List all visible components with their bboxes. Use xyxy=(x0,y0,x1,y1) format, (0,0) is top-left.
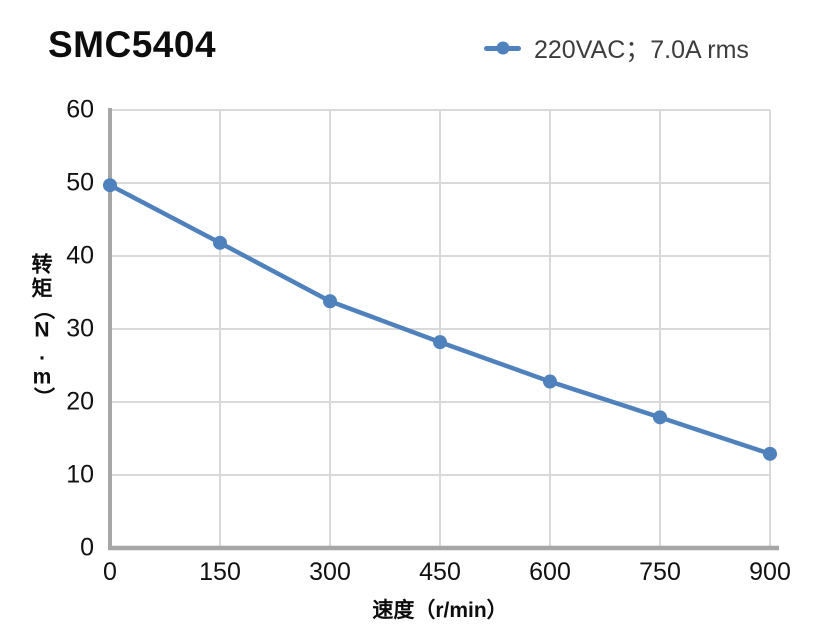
y-tick-label: 60 xyxy=(66,95,94,124)
x-tick-label: 600 xyxy=(529,558,571,586)
y-tick-label: 10 xyxy=(66,460,94,489)
y-axis-title-char: ） xyxy=(30,387,54,409)
x-tick-label: 0 xyxy=(103,558,117,586)
y-tick-label: 30 xyxy=(66,314,94,343)
x-tick-label: 300 xyxy=(309,558,351,586)
x-tick-label: 450 xyxy=(419,558,461,586)
legend-dot-icon xyxy=(496,41,509,55)
data-point-marker xyxy=(763,446,777,461)
y-axis-title-char: N xyxy=(34,318,50,342)
x-tick-label: 150 xyxy=(199,558,241,586)
y-axis-title-char: （ xyxy=(30,298,54,320)
x-axis-title: 速度（r/min） xyxy=(372,599,508,622)
data-point-marker xyxy=(433,335,447,350)
data-point-marker xyxy=(543,374,557,389)
legend-line-marker-icon xyxy=(484,41,521,55)
chart-title: SMC5404 xyxy=(48,24,217,65)
data-point-marker xyxy=(213,235,227,250)
y-tick-label: 50 xyxy=(66,168,94,197)
data-point-marker xyxy=(103,178,117,193)
legend-series-label: 220VAC；7.0A rms xyxy=(534,36,749,64)
y-axis-title-char: . xyxy=(39,341,45,365)
y-tick-label: 40 xyxy=(66,241,94,270)
y-axis-title-char: 转 xyxy=(31,253,53,277)
x-tick-label: 900 xyxy=(749,558,791,586)
x-tick-label: 750 xyxy=(639,558,681,586)
data-point-marker xyxy=(323,294,337,309)
y-axis-title-char: 矩 xyxy=(31,276,53,300)
y-axis-title: 转矩（N. m） xyxy=(24,253,60,409)
y-tick-label: 0 xyxy=(80,533,94,562)
y-tick-label: 20 xyxy=(66,387,94,416)
y-axis-title-char: m xyxy=(32,365,52,389)
legend: 220VAC；7.0A rms xyxy=(484,33,749,64)
data-point-marker xyxy=(653,410,667,425)
